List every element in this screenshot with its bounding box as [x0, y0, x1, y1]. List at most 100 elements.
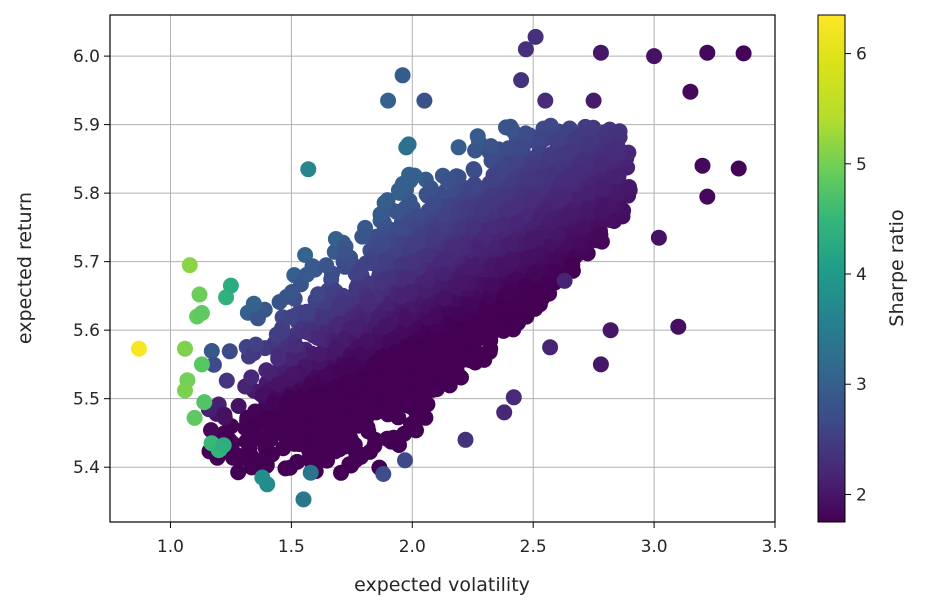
scatter-point [377, 400, 394, 417]
y-tick-label: 5.4 [73, 458, 100, 478]
scatter-point [283, 309, 300, 325]
scatter-point [388, 203, 405, 220]
scatter-point [402, 283, 419, 300]
x-axis: 1.0 1.5 2.0 2.5 3.0 3.5 [157, 522, 789, 557]
scatter-point [394, 67, 411, 84]
scatter-point [453, 275, 470, 292]
scatter-point [670, 318, 687, 335]
scatter-point [360, 295, 377, 312]
scatter-point [271, 294, 288, 310]
scatter-point [345, 355, 362, 372]
scatter-point [527, 28, 544, 45]
scatter-point [131, 340, 147, 357]
scatter-point [420, 271, 437, 288]
x-tick-label: 3.0 [641, 537, 668, 557]
scatter-point [436, 265, 453, 282]
x-tick-label: 2.5 [520, 537, 547, 557]
scatter-point [228, 446, 245, 463]
scatter-point [304, 451, 320, 468]
colorbar-tick-label: 2 [856, 485, 867, 505]
scatter-point [434, 277, 451, 294]
scatter-point [435, 207, 452, 224]
scatter-point [462, 296, 478, 313]
scatter-point [203, 343, 220, 359]
points-layer [131, 28, 752, 508]
scatter-point [416, 92, 433, 109]
scatter-point [555, 210, 571, 227]
scatter-point [391, 220, 408, 237]
scatter-point [555, 171, 571, 188]
scatter-point [476, 351, 493, 368]
scatter-point [298, 266, 315, 283]
scatter-point [436, 289, 453, 306]
scatter-point [391, 430, 407, 446]
scatter-point [478, 301, 495, 318]
y-tick-label: 6.0 [73, 47, 100, 67]
scatter-point [507, 154, 524, 171]
scatter-point [699, 188, 716, 205]
scatter-point [359, 332, 376, 349]
scatter-point [441, 377, 458, 394]
scatter-point [410, 390, 426, 407]
colorbar-ticks: 2 3 4 5 6 [845, 45, 867, 505]
colorbar-tick-label: 6 [856, 45, 867, 65]
scatter-point [465, 179, 481, 196]
scatter-point [405, 253, 422, 270]
scatter-point [284, 284, 300, 300]
scatter-point [216, 406, 233, 423]
scatter-point [247, 336, 264, 353]
scatter-point [484, 277, 501, 294]
scatter-point [735, 45, 752, 62]
scatter-point [502, 235, 519, 252]
scatter-point [450, 139, 467, 156]
scatter-point [230, 398, 247, 414]
scatter-point [310, 286, 327, 303]
scatter-point [196, 394, 213, 411]
scatter-point [284, 366, 301, 383]
scatter-point [270, 350, 287, 367]
scatter-point [273, 324, 290, 341]
scatter-point [469, 128, 486, 145]
scatter-point [389, 343, 406, 360]
scatter-point [516, 277, 533, 294]
scatter-point [312, 406, 329, 423]
scatter-point [405, 355, 422, 372]
scatter-point [295, 491, 312, 508]
y-tick-label: 5.9 [73, 116, 100, 136]
scatter-point [375, 466, 392, 482]
scatter-point [335, 295, 352, 311]
scatter-point [457, 431, 474, 448]
scatter-point [592, 356, 609, 373]
y-tick-label: 5.5 [73, 390, 100, 410]
colorbar-tick-label: 4 [856, 265, 867, 285]
scatter-point [193, 305, 210, 321]
scatter-point [517, 41, 534, 58]
scatter-point [324, 400, 341, 417]
scatter-point [346, 319, 363, 336]
scatter-point [374, 274, 390, 291]
scatter-point [542, 117, 559, 134]
scatter-point [520, 249, 537, 266]
scatter-point [249, 310, 266, 327]
scatter-point [517, 125, 534, 142]
y-tick-label: 5.7 [73, 253, 100, 273]
scatter-point [177, 382, 193, 399]
scatter-point [447, 240, 464, 257]
scatter-point [380, 92, 397, 109]
scatter-point [278, 394, 295, 411]
scatter-point [569, 162, 586, 179]
scatter-point [350, 264, 367, 281]
scatter-point [465, 161, 482, 178]
scatter-point [397, 323, 414, 340]
scatter-point [218, 372, 235, 389]
y-axis-label: expected return [14, 192, 36, 344]
scatter-point [297, 406, 314, 423]
scatter-point [541, 148, 558, 165]
scatter-point [336, 417, 353, 434]
scatter-point [548, 133, 565, 150]
x-tick-label: 3.5 [761, 537, 788, 557]
scatter-point [230, 464, 247, 481]
scatter-point [390, 409, 407, 426]
scatter-point [498, 201, 515, 218]
scatter-point [440, 173, 456, 190]
